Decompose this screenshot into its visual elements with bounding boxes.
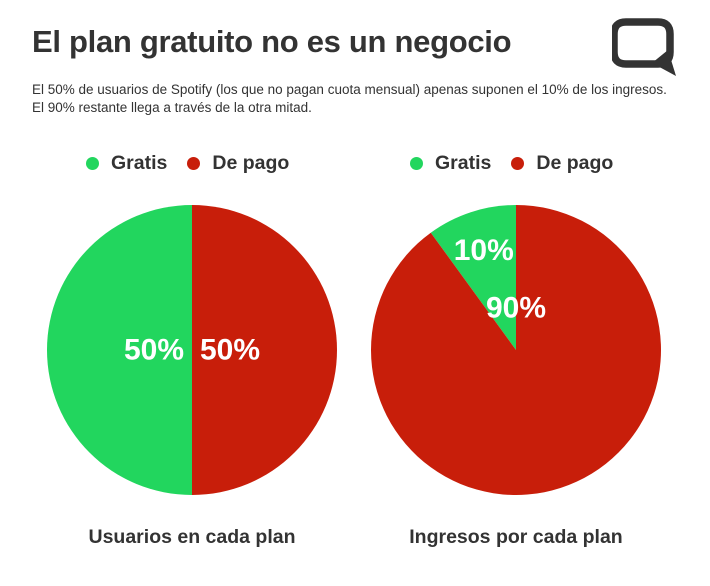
legend-label-de-pago: De pago (536, 151, 614, 174)
chart-title-usuarios: Usuarios en cada plan (88, 526, 296, 548)
pie-slice-de-pago (192, 205, 337, 495)
data-label-gratis: 50% (124, 334, 184, 367)
legend-label-de-pago: De pago (212, 151, 290, 174)
pie-chart-usuarios: 50% 50% (47, 205, 337, 495)
legend-dot-de-pago (511, 156, 525, 170)
chart-title-ingresos: Ingresos por cada plan (409, 526, 623, 548)
data-label-de-pago: 50% (200, 334, 260, 367)
speech-bubble-icon (612, 18, 676, 76)
legend-item-de-pago: De pago (511, 152, 613, 175)
pie-slice-gratis (47, 205, 192, 495)
pie-chart-ingresos: 10% 90% (371, 205, 661, 496)
legend-left: Gratis De pago (86, 150, 309, 176)
pie-slice-gratis (430, 205, 516, 350)
legend-label-gratis: Gratis (435, 151, 492, 174)
data-label-gratis: 10% (454, 234, 514, 267)
legend-label-gratis: Gratis (111, 151, 168, 174)
page-subtitle: El 50% de usuarios de Spotify (los que n… (32, 82, 667, 115)
legend-dot-gratis (410, 156, 423, 170)
legend-dot-gratis (86, 156, 99, 170)
legend-item-de-pago: De pago (187, 152, 289, 175)
legend-item-gratis: Gratis (86, 152, 167, 175)
data-label-de-pago: 90% (486, 292, 546, 325)
legend-right: Gratis De pago (410, 150, 633, 176)
legend-dot-de-pago (187, 156, 201, 170)
pie-slice-de-pago (371, 205, 661, 496)
legend-item-gratis: Gratis (410, 152, 491, 175)
page-title: El plan gratuito no es un negocio (32, 24, 512, 59)
